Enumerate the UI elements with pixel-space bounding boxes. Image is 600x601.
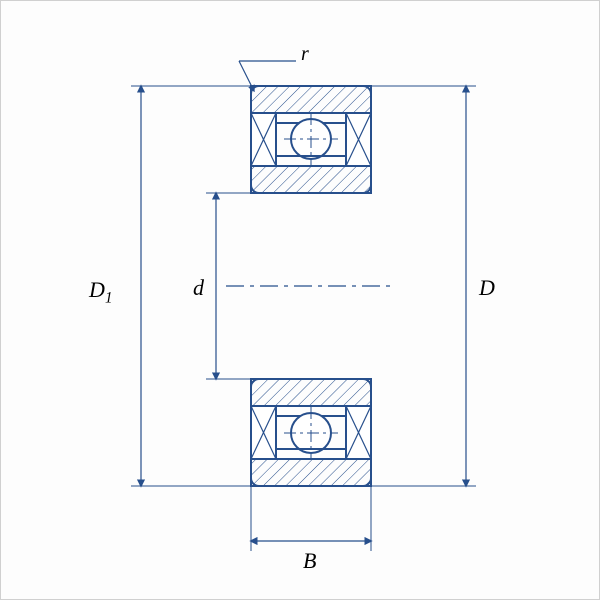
diagram-canvas: D1 d r D B [0, 0, 600, 600]
ball-cage-bottom [251, 406, 371, 459]
label-r: r [301, 43, 309, 66]
label-B: B [303, 548, 316, 574]
label-D: D [479, 275, 495, 301]
label-d: d [193, 275, 204, 301]
ball-cage-top [251, 113, 371, 166]
label-D1: D1 [89, 277, 113, 307]
dimension-B [251, 486, 371, 551]
